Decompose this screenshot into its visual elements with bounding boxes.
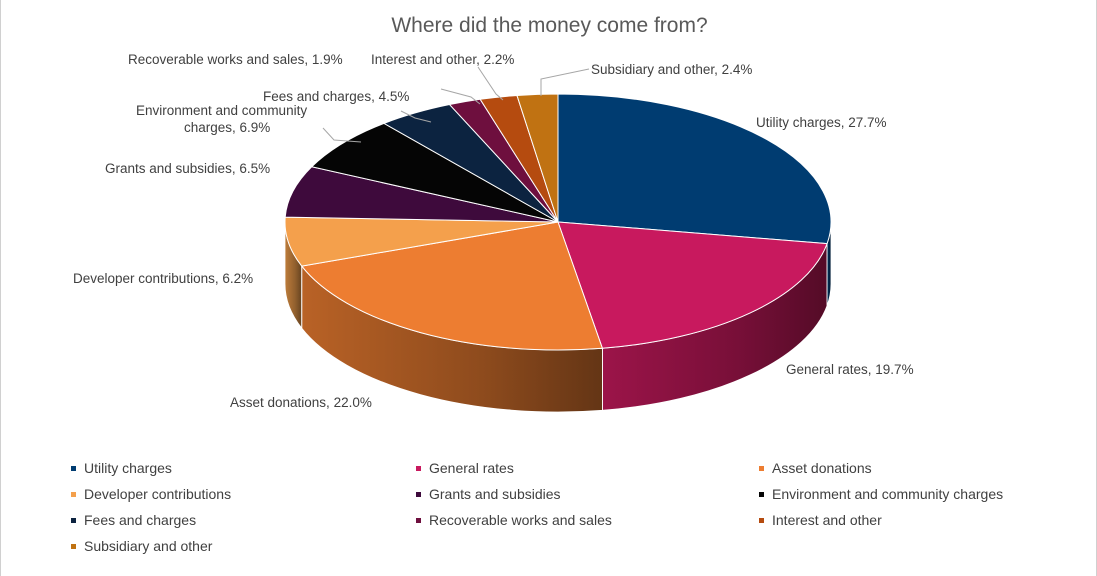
legend-swatch <box>416 517 421 523</box>
legend-label: Grants and subsidies <box>429 486 561 502</box>
legend-swatch <box>71 465 76 471</box>
legend-item-asset-donations: Asset donations <box>759 460 872 476</box>
legend-item-general-rates: General rates <box>416 460 514 476</box>
legend-swatch <box>759 517 764 523</box>
data-label-utility-charges: Utility charges, 27.7% <box>756 115 887 130</box>
data-label-environment-and-community-charges: Environment and community charges, 6.9% <box>136 103 307 135</box>
pie-slice-general-rates <box>557 221 828 349</box>
pie-slice-subsidiary-and-other <box>516 93 559 223</box>
data-label-asset-donations: Asset donations, 22.0% <box>230 395 372 410</box>
pie-slice-grants-and-subsidies <box>284 166 559 223</box>
data-label-interest-and-other: Interest and other, 2.2% <box>371 52 514 67</box>
legend-label: Recoverable works and sales <box>429 512 612 528</box>
legend-item-utility-charges: Utility charges <box>71 460 172 476</box>
leader-line <box>322 127 362 143</box>
leader-line <box>477 66 504 101</box>
leader-line <box>540 68 590 96</box>
legend-label: Subsidiary and other <box>84 538 213 554</box>
legend-swatch <box>71 543 76 549</box>
legend-swatch <box>759 491 764 497</box>
legend-item-subsidiary-and-other: Subsidiary and other <box>71 538 212 554</box>
legend-label: Environment and community charges <box>772 486 1004 502</box>
legend-label: Interest and other <box>772 512 882 528</box>
legend-label: Asset donations <box>772 460 872 476</box>
data-label-fees-and-charges: Fees and charges, 4.5% <box>263 89 409 104</box>
chart-title: Where did the money come from? <box>391 14 708 37</box>
legend-item-environment-and-community-charges: Environment and community charges <box>759 486 1003 502</box>
pie-chart: Utility charges, 27.7% General rates, 19.… <box>73 52 914 413</box>
leader-line <box>400 110 432 123</box>
legend-label: Fees and charges <box>84 512 197 528</box>
legend-label: Utility charges <box>84 460 172 476</box>
legend-item-fees-and-charges: Fees and charges <box>71 512 196 528</box>
data-label-subsidiary-and-other: Subsidiary and other, 2.4% <box>591 62 752 77</box>
legend-label: Developer contributions <box>84 486 232 502</box>
data-label-grants-and-subsidies: Grants and subsidies, 6.5% <box>105 161 270 176</box>
leader-line <box>440 88 481 105</box>
pie-slice-asset-donations <box>300 221 604 351</box>
pie-slice-utility-charges <box>557 93 832 245</box>
pie-slice-environment-and-community-charges <box>310 122 559 223</box>
data-label-general-rates: General rates, 19.7% <box>786 362 914 377</box>
legend-item-interest-and-other: Interest and other <box>759 512 882 528</box>
legend-item-grants-and-subsidies: Grants and subsidies <box>416 486 561 502</box>
legend-label: General rates <box>429 460 514 476</box>
legend-swatch <box>71 517 76 523</box>
legend-swatch <box>71 491 76 497</box>
legend-swatch <box>416 491 421 497</box>
legend-swatch <box>416 465 421 471</box>
legend-swatch <box>759 465 764 471</box>
data-label-developer-contributions: Developer contributions, 6.2% <box>73 271 253 286</box>
data-label-recoverable-works-and-sales: Recoverable works and sales, 1.9% <box>128 52 343 67</box>
legend-item-developer-contributions: Developer contributions <box>71 486 231 502</box>
legend-item-recoverable-works-and-sales: Recoverable works and sales <box>416 512 612 528</box>
